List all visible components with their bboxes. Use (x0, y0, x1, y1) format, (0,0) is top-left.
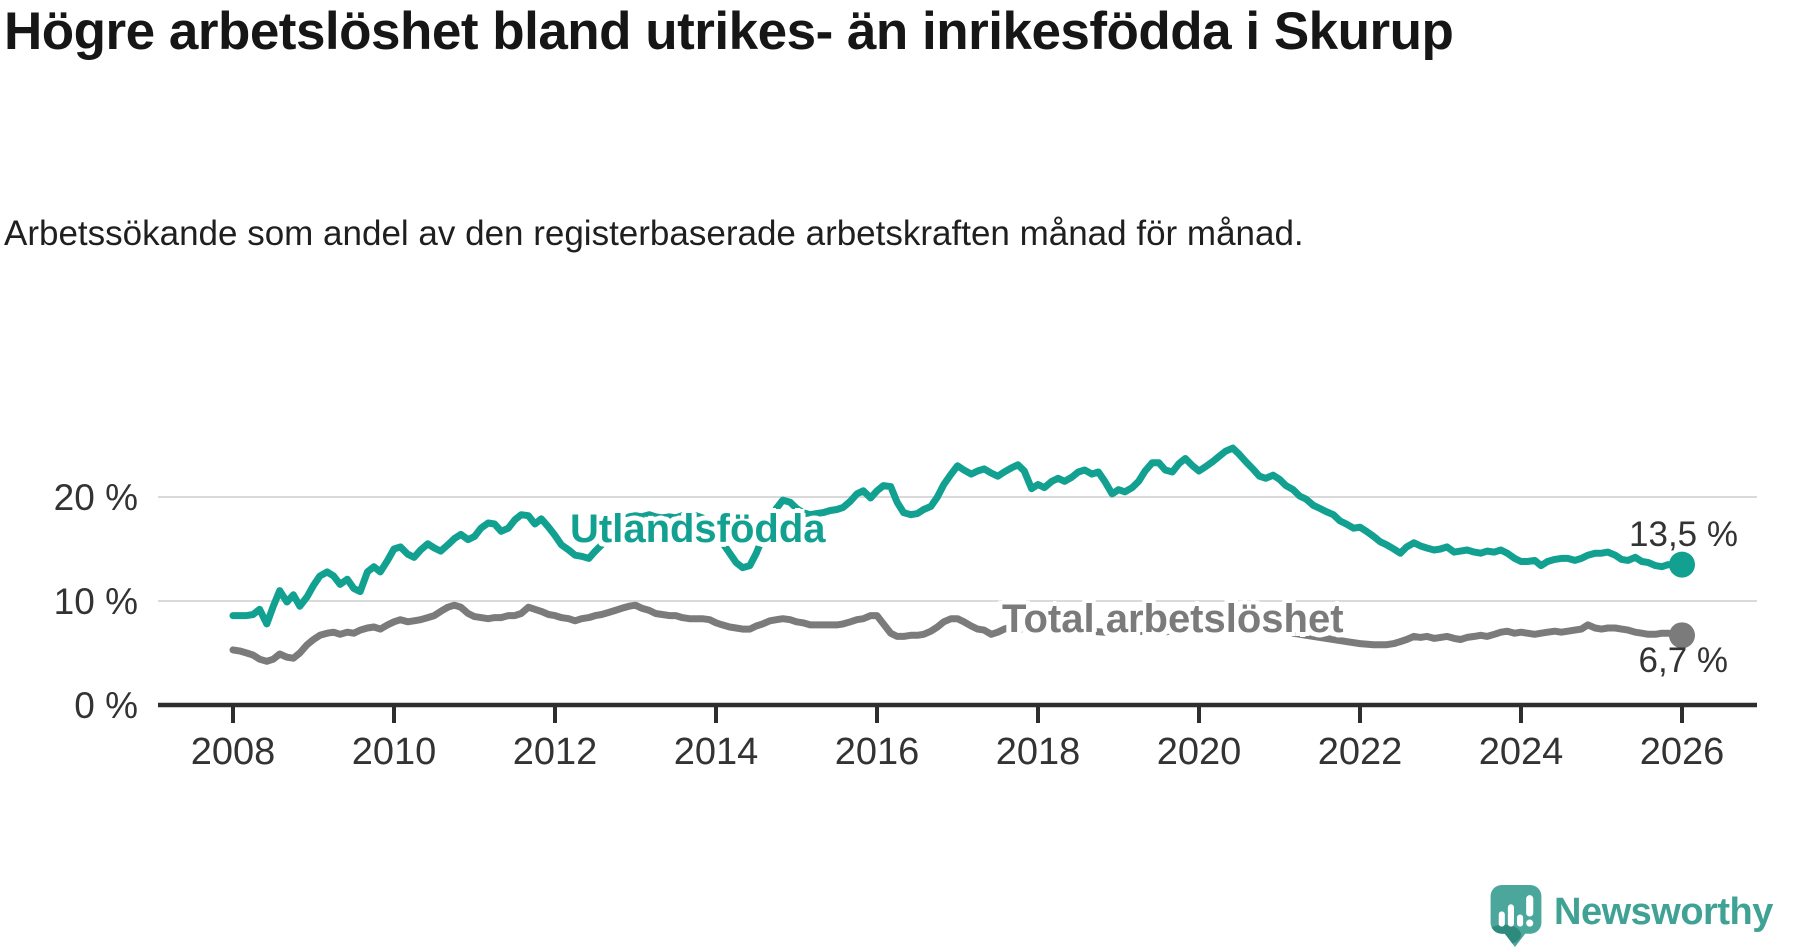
series-label-total: Total arbetslöshet (1002, 597, 1344, 641)
x-tick-label: 2008 (190, 731, 276, 773)
logo-bar-2 (1507, 904, 1514, 927)
newsworthy-logo: Newsworthy (1490, 885, 1773, 948)
logo-exclamation-dot (1526, 919, 1534, 927)
chart-subtitle: Arbetssökande som andel av den registerb… (4, 214, 1304, 253)
newsworthy-logo-text: Newsworthy (1554, 891, 1773, 933)
end-value-total: 6,7 % (1638, 641, 1729, 680)
end-value-utlandsfodda: 13,5 % (1629, 515, 1738, 554)
x-tick-label: 2016 (834, 731, 920, 773)
series-end-dot-total (1669, 622, 1695, 649)
series-line-total (229, 601, 1686, 665)
x-tick-label: 2020 (1156, 731, 1242, 773)
y-tick-label: 20 % (53, 477, 138, 518)
x-tick-label: 2026 (1639, 731, 1725, 773)
logo-exclamation-bar (1526, 895, 1534, 917)
logo-bar-1 (1498, 911, 1505, 927)
x-tick-label: 2024 (1478, 731, 1564, 773)
newsworthy-logo-icon (1490, 885, 1542, 947)
logo-bar-3 (1517, 914, 1524, 927)
x-tick-label: 2010 (351, 731, 437, 773)
series-end-dot-utlandsfodda (1669, 551, 1695, 578)
series-line-utlandsfodda (229, 444, 1686, 628)
page-title: Högre arbetslöshet bland utrikes- än inr… (4, 2, 1454, 61)
y-tick-label: 0 % (74, 685, 138, 726)
x-tick-label: 2018 (995, 731, 1081, 773)
series-label-utlandsfodda: Utlandsfödda (570, 507, 826, 551)
x-tick-label: 2012 (512, 731, 598, 773)
y-tick-label: 10 % (53, 581, 138, 622)
x-tick-label: 2014 (673, 731, 759, 773)
x-tick-label: 2022 (1317, 731, 1403, 773)
